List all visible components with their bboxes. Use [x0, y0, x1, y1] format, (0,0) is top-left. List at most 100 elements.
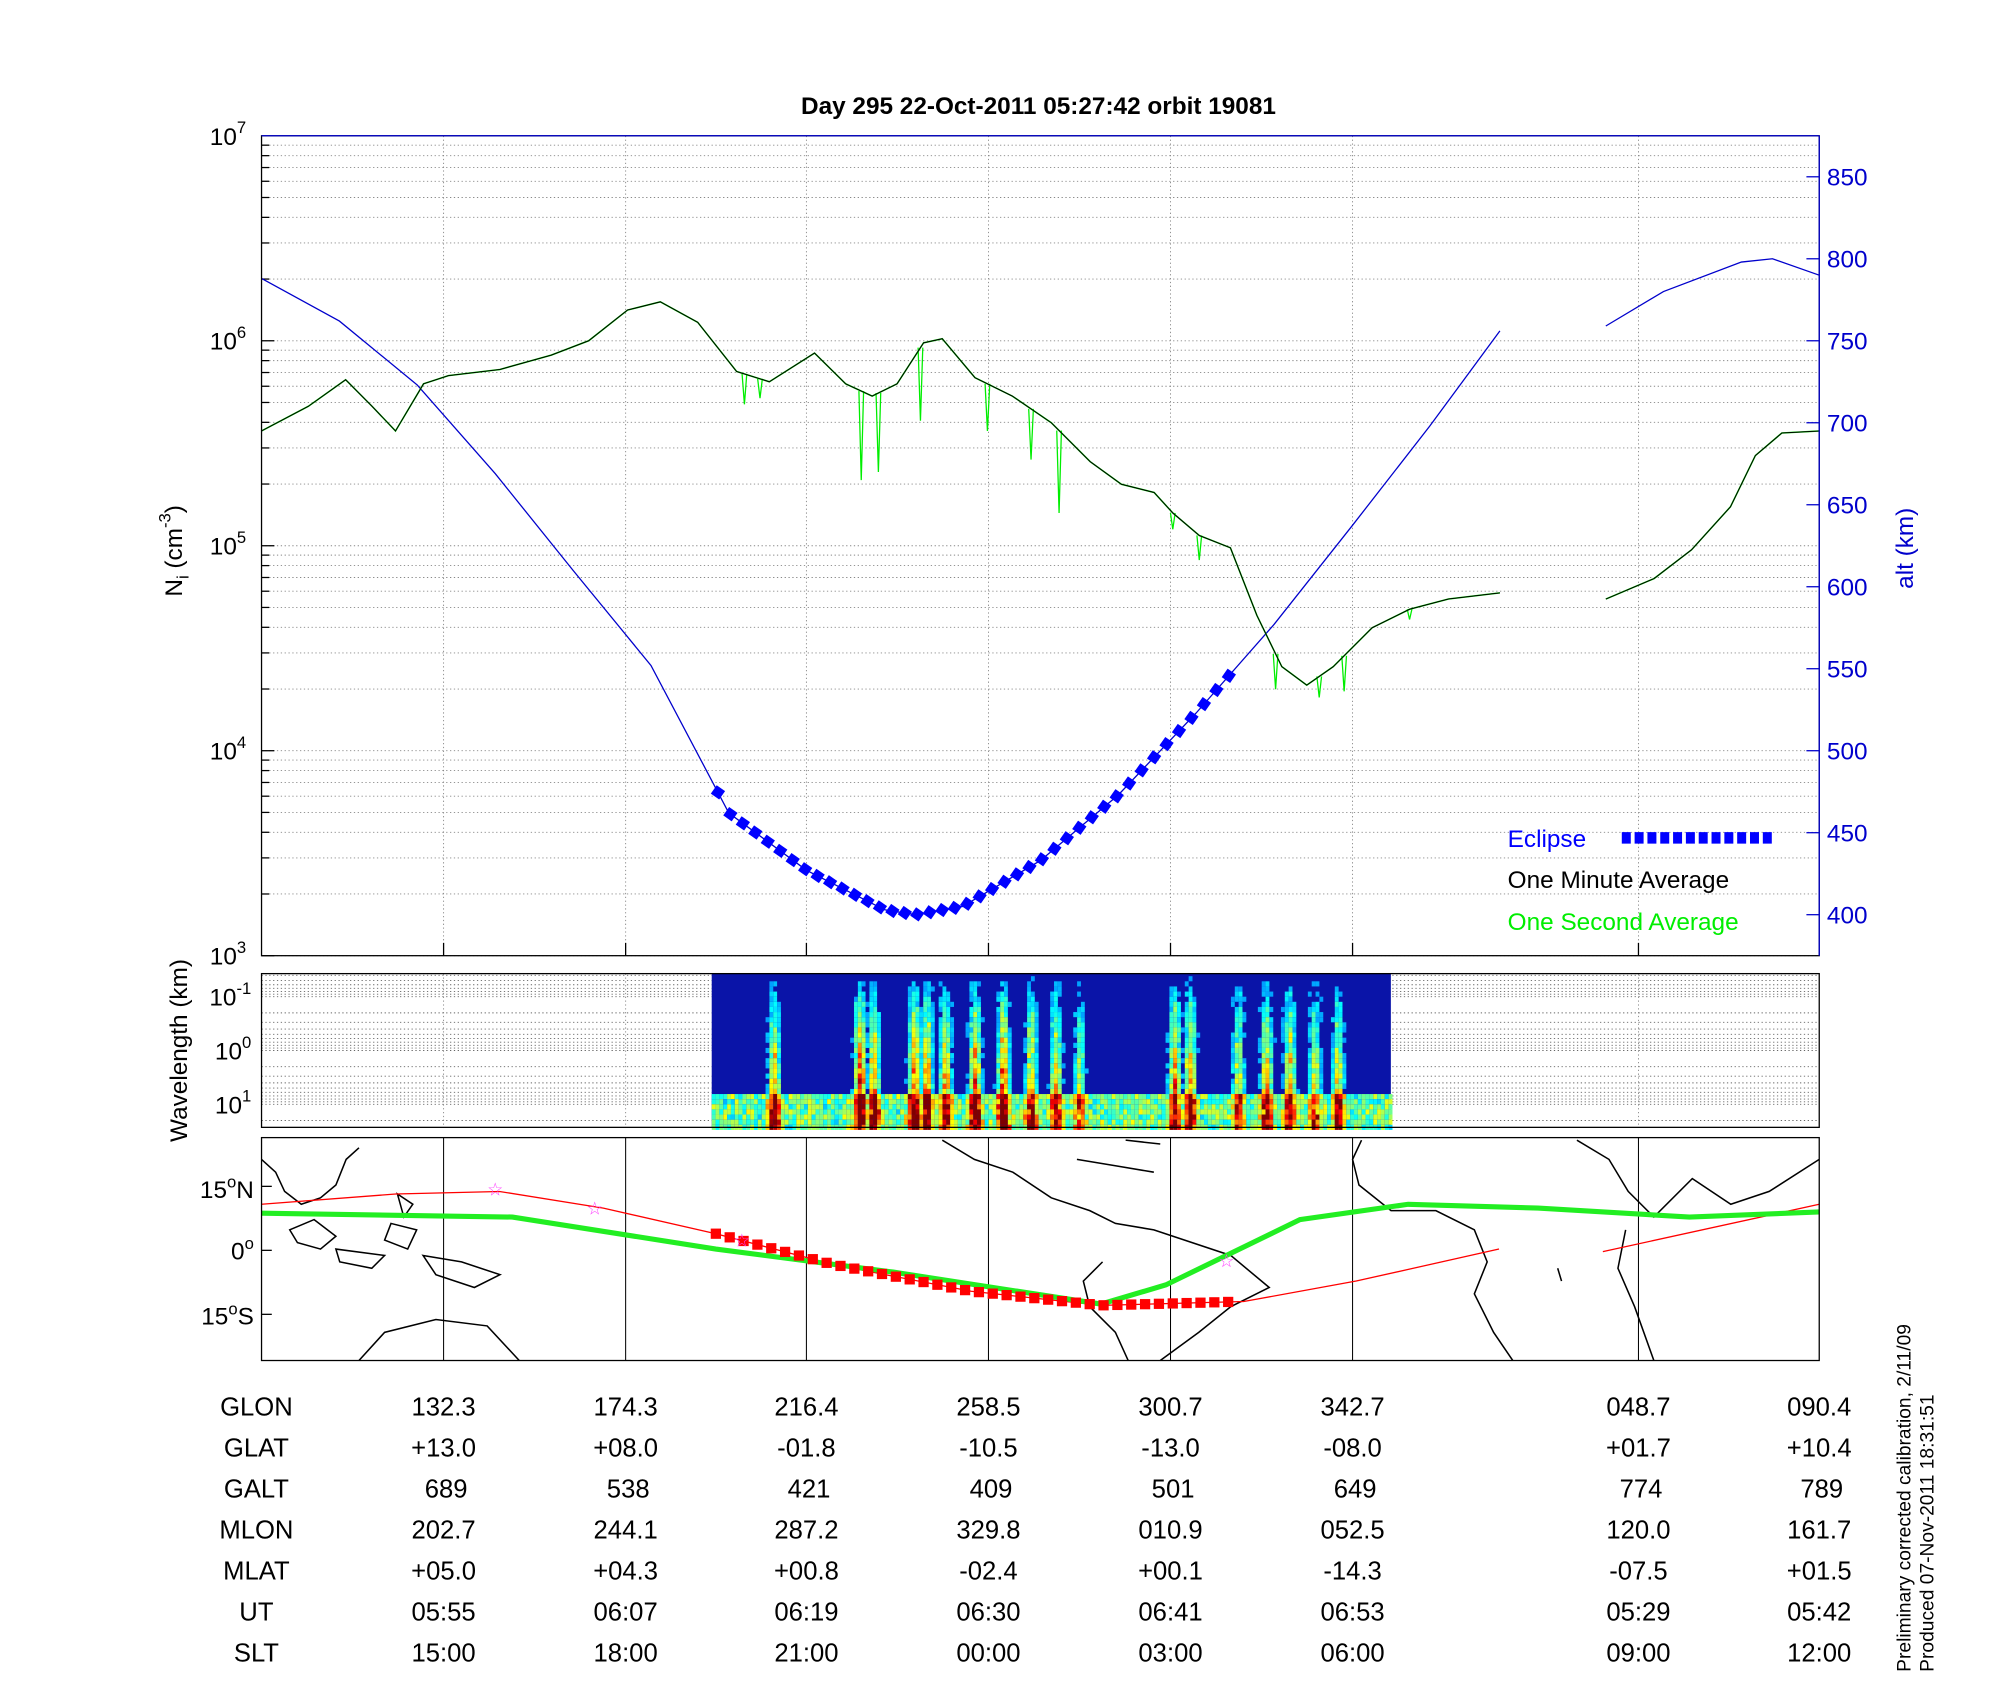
y2-tick-label: 850: [1827, 165, 1868, 192]
spectrogram-cell: [946, 1042, 951, 1048]
spectrogram-cell: [1327, 1104, 1331, 1110]
spectrogram-cell: [1030, 1058, 1035, 1064]
spectrogram-cell: [1184, 1017, 1189, 1023]
spectrogram-cell: [1292, 1012, 1297, 1018]
spectrogram-cell: [1380, 1104, 1385, 1110]
spectrogram-cell: [1254, 1094, 1258, 1100]
spectrogram-cell: [1080, 1099, 1085, 1105]
spectrogram-cell: [1165, 1083, 1170, 1089]
spectrogram-cell: [923, 1068, 928, 1074]
spectrogram-cell: [927, 1022, 931, 1028]
table-cell: 052.5: [1320, 1517, 1384, 1545]
spectrogram-cell: [984, 1109, 989, 1115]
spectrogram-cell: [1061, 1099, 1066, 1105]
spectrogram-cell: [1080, 1114, 1085, 1120]
spectrogram-cell: [1261, 1006, 1266, 1013]
eclipse-track-marker: [1209, 1297, 1220, 1308]
spectrogram-cell: [1261, 1042, 1266, 1048]
spectrogram-cell: [1254, 1119, 1258, 1125]
spectrogram-cell: [973, 1109, 978, 1115]
spectrogram-cell: [1007, 1027, 1012, 1033]
spectrogram-cell: [969, 1078, 974, 1084]
spectrogram-cell: [1311, 1063, 1316, 1069]
spectrogram-cell: [1107, 1109, 1112, 1115]
spectrogram-cell: [1030, 1078, 1035, 1084]
spectrogram-cell: [1300, 1119, 1305, 1125]
ytick-label: 106: [210, 323, 246, 356]
spectrogram-cell: [769, 986, 774, 992]
spectrogram-cell: [792, 1114, 797, 1120]
spectrogram-cell: [1130, 1114, 1135, 1120]
spectrogram-cell: [1096, 1114, 1101, 1120]
spectrogram-cell: [1184, 1099, 1189, 1105]
spectrogram-cell: [1054, 1094, 1058, 1100]
spectrogram-cell: [792, 1104, 797, 1110]
spectrogram-cell: [742, 1109, 747, 1115]
spectrogram-cell: [815, 1114, 820, 1120]
spectrogram-cell: [1234, 986, 1239, 992]
spectrogram-cell: [842, 1099, 847, 1105]
spectrogram-cell: [977, 1037, 981, 1043]
eclipse-marker: [984, 881, 1000, 897]
spectrogram-cell: [907, 1012, 912, 1018]
spectrogram-cell: [1165, 1063, 1170, 1069]
spectrogram-cell: [1188, 1083, 1193, 1089]
spectrogram-cell: [1257, 1042, 1262, 1048]
spectrogram-cell: [1004, 1053, 1008, 1059]
spectrogram-cell: [1288, 1037, 1293, 1043]
spectrogram-cell: [1350, 1119, 1355, 1125]
spectrogram-cell: [1080, 1042, 1085, 1048]
spectrogram-cell: [1234, 1104, 1239, 1110]
spectrogram-cell: [1227, 1104, 1231, 1110]
spectrogram-cell: [1204, 1119, 1208, 1125]
eclipse-track-marker: [1195, 1297, 1206, 1308]
spectrogram-cell: [800, 1104, 805, 1110]
spectrogram-cell: [773, 1027, 778, 1033]
spectrogram-cell: [996, 1022, 1001, 1028]
spectrogram-cell: [1234, 1114, 1239, 1120]
spectrogram-cell: [873, 1042, 878, 1048]
spectrogram-cell: [734, 1109, 739, 1115]
spectrogram-cell: [927, 1119, 931, 1125]
spectrogram-cell: [1169, 1078, 1174, 1084]
eclipse-marker: [835, 881, 850, 896]
spectrogram-cell: [900, 1114, 905, 1120]
spectrogram-cell: [788, 1099, 793, 1105]
spectrogram-cell: [869, 1037, 874, 1043]
spectrogram-cell: [1165, 1073, 1170, 1079]
spectrogram-cell: [1134, 1119, 1139, 1125]
spectrogram-cell: [1077, 1073, 1081, 1079]
spectrogram-cell: [865, 1042, 870, 1048]
spectrogram-cell: [942, 1053, 947, 1059]
spectrogram-cell: [1307, 1119, 1312, 1125]
table-cell: 774: [1620, 1476, 1663, 1504]
spectrogram-cell: [796, 1094, 801, 1100]
ytick-label: 107: [210, 118, 246, 151]
spectrogram-cell: [1354, 1099, 1358, 1105]
spectrogram-cell: [734, 1099, 739, 1105]
spectrogram-cell: [915, 986, 920, 992]
spectrogram-cell: [911, 1063, 916, 1069]
spectrogram-cell: [1334, 1001, 1339, 1007]
spectrogram-cell: [915, 1088, 920, 1095]
spectrogram-cell: [1242, 1088, 1247, 1095]
spectrogram-cell: [1034, 1032, 1039, 1038]
spectrogram-cell: [1296, 1094, 1301, 1100]
spectrogram-cell: [907, 1114, 912, 1120]
spectrogram-cell: [1288, 1088, 1293, 1095]
spectrogram-cell: [911, 1094, 916, 1100]
spectrogram-cell: [1388, 1119, 1393, 1125]
spectrogram-cell: [1354, 1104, 1358, 1110]
y2-axis-label: alt (km): [1892, 508, 1919, 589]
spectrogram-cell: [996, 1083, 1001, 1089]
spectrogram-cell: [1011, 1109, 1016, 1115]
spectrogram-cell: [1004, 1047, 1008, 1054]
spectrogram-cell: [1192, 1042, 1197, 1048]
one-second-spike: [1169, 512, 1176, 530]
spectrogram-cell: [1327, 1099, 1331, 1105]
spectrogram-cell: [1261, 1032, 1266, 1038]
spectrogram-cell: [965, 1022, 970, 1028]
spectrogram-cell: [857, 1119, 862, 1125]
spectrogram-cell: [1265, 1042, 1270, 1048]
spectrogram-cell: [1369, 1094, 1374, 1100]
